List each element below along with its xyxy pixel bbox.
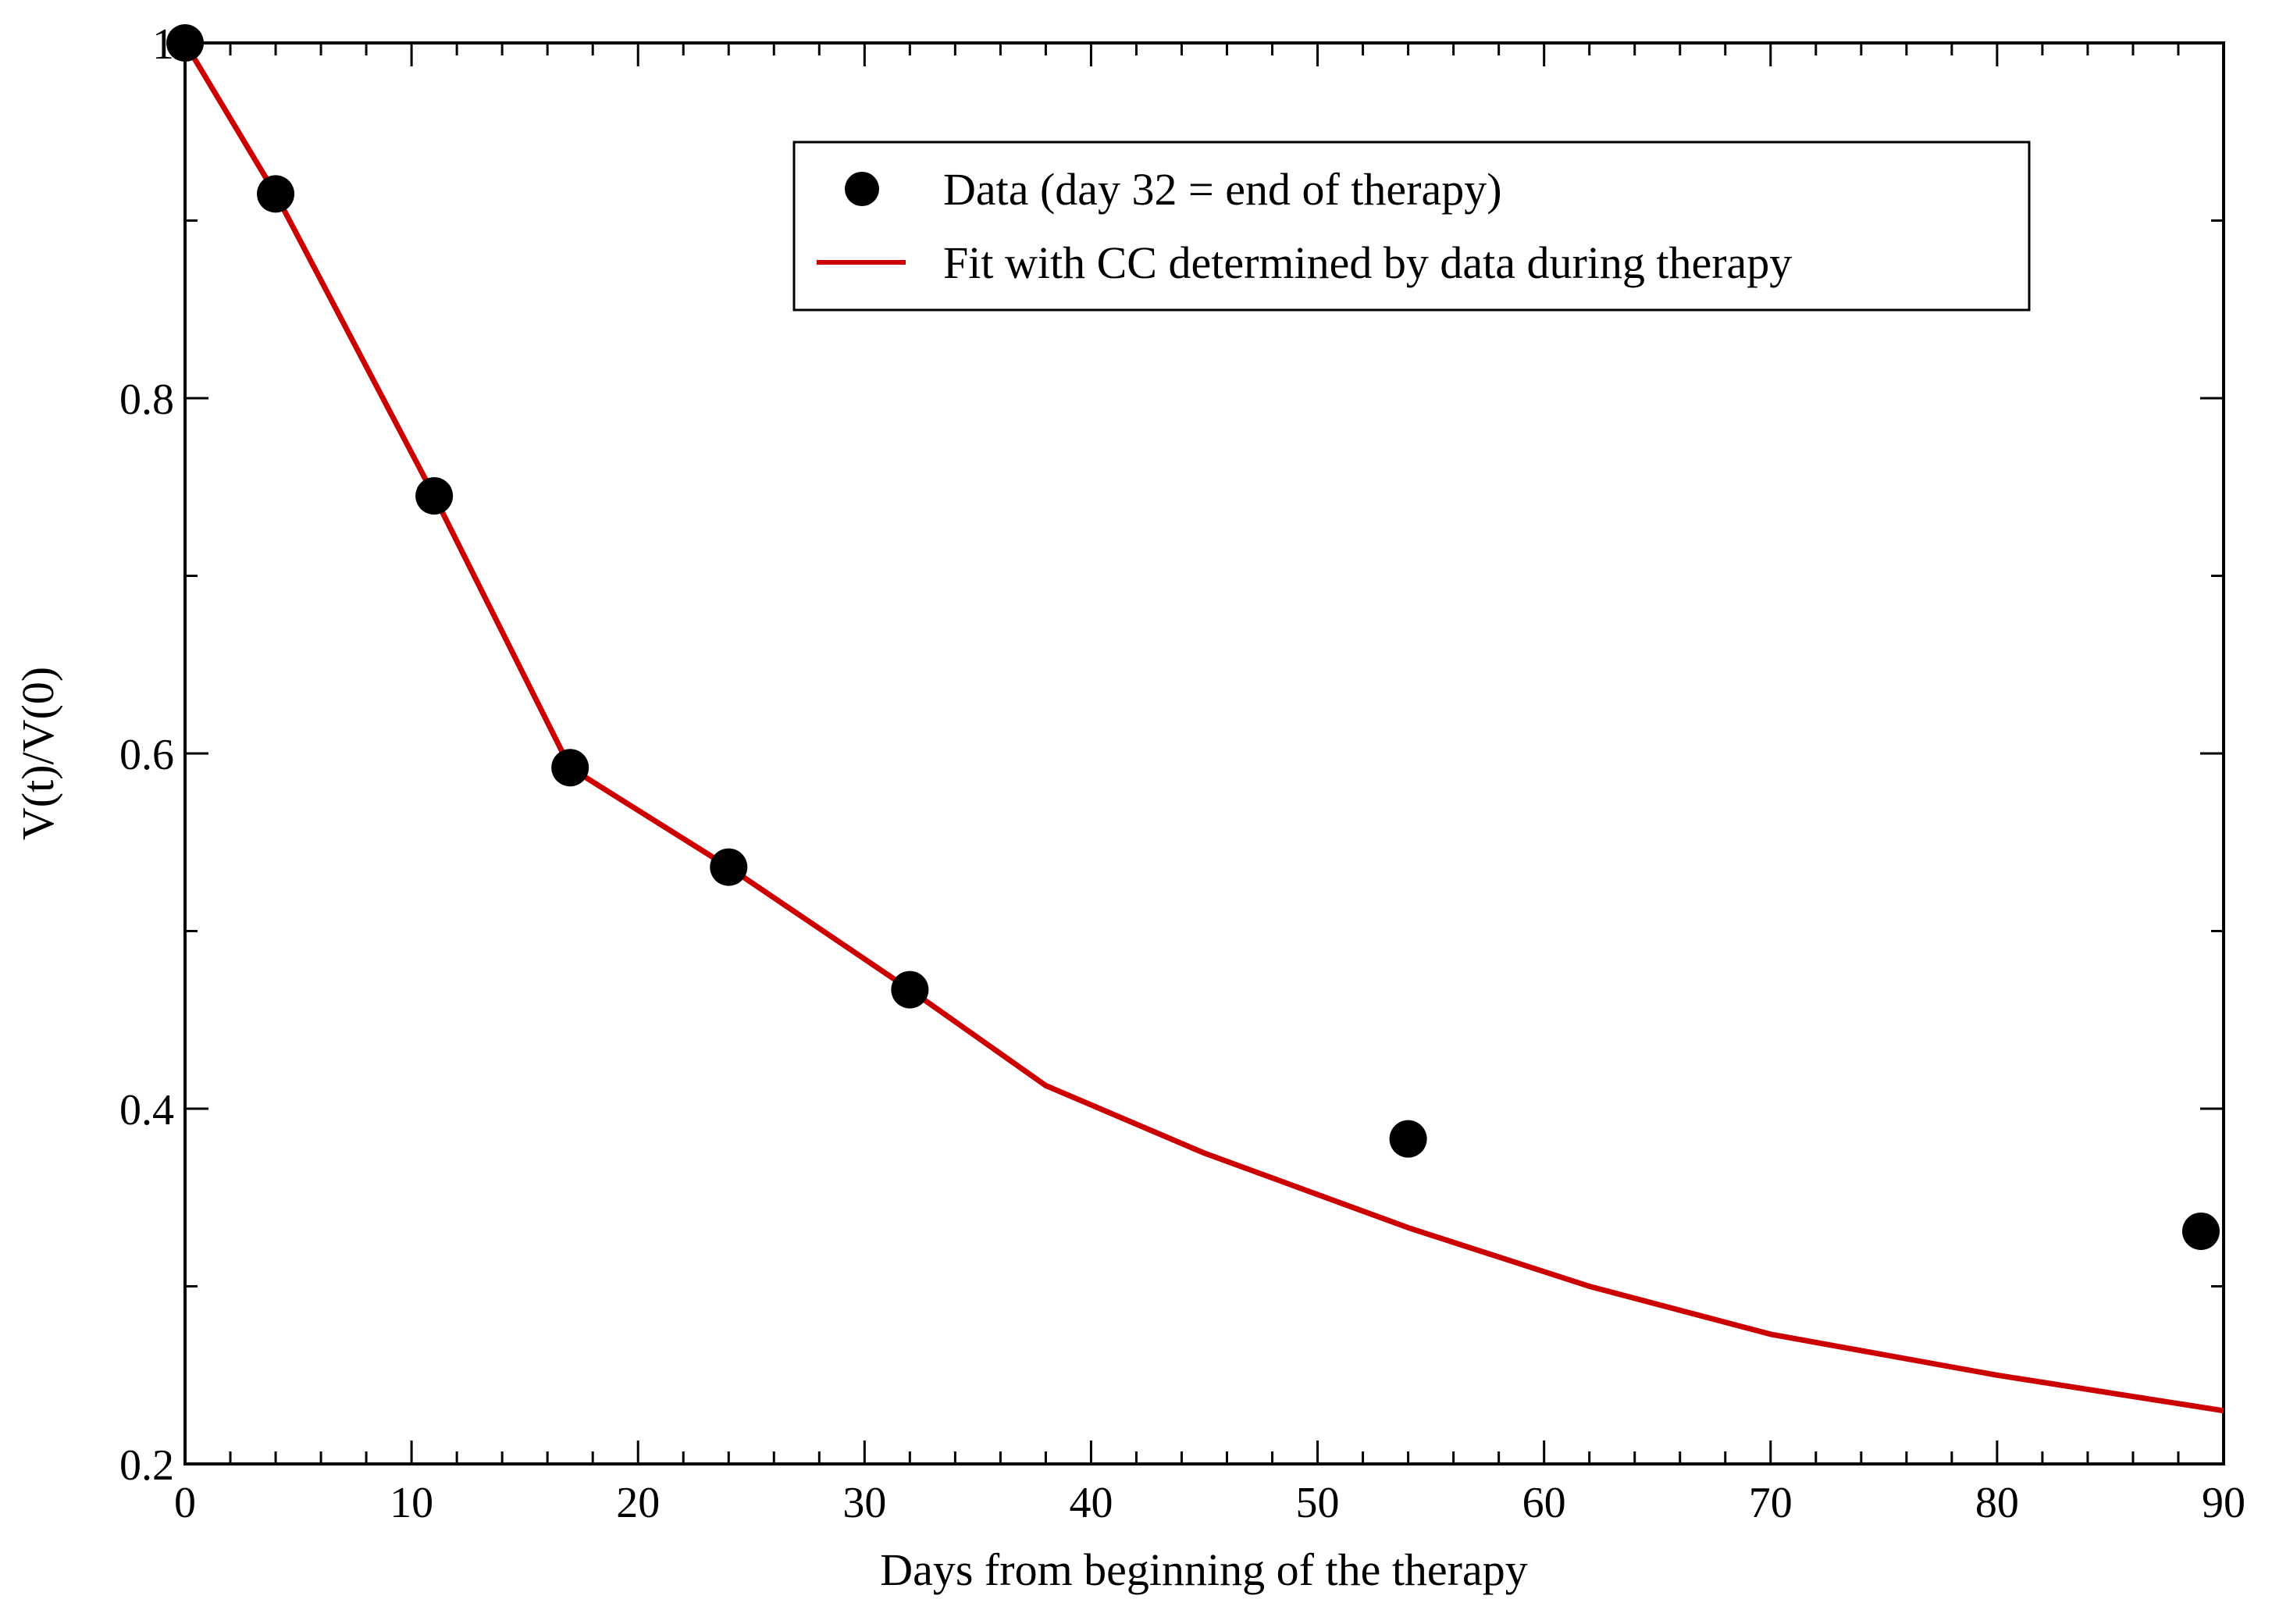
data-point <box>257 175 295 213</box>
x-tick-label: 90 <box>2202 1479 2245 1527</box>
data-point <box>166 24 204 62</box>
x-tick-label: 40 <box>1069 1479 1113 1527</box>
y-tick-label: 0.2 <box>119 1441 174 1490</box>
data-point <box>891 970 929 1009</box>
legend-marker-data <box>845 172 879 206</box>
data-point <box>551 749 589 787</box>
x-tick-label: 10 <box>390 1479 433 1527</box>
x-tick-label: 30 <box>842 1479 886 1527</box>
y-tick-label: 0.8 <box>119 376 174 424</box>
x-tick-label: 80 <box>1975 1479 2019 1527</box>
legend-box <box>792 141 2031 312</box>
data-point <box>1389 1120 1427 1158</box>
axis-ticks: 0 10 20 30 40 50 60 70 80 900.20.40.60.81 <box>119 20 2245 1527</box>
legend-label-data: Data (day 32 = end of therapy) <box>943 164 1502 215</box>
x-tick-label: 20 <box>616 1479 660 1527</box>
data-point <box>415 477 454 515</box>
legend-label-fit: Fit with CC determined by data during th… <box>943 237 1792 288</box>
x-tick-label: 70 <box>1749 1479 1793 1527</box>
x-tick-label: 60 <box>1522 1479 1566 1527</box>
y-tick-label: 0.6 <box>119 731 174 779</box>
x-axis-title: Days from beginning of the therapy <box>880 1544 1528 1595</box>
legend: Data (day 32 = end of therapy) Fit with … <box>792 141 2031 312</box>
x-tick-label: 50 <box>1296 1479 1340 1527</box>
y-tick-label: 0.4 <box>119 1086 174 1134</box>
data-point <box>710 848 748 886</box>
data-point <box>2181 1212 2220 1250</box>
x-tick-label: 0 <box>174 1479 196 1527</box>
y-axis-title: V(t)/V(0) <box>12 667 63 840</box>
data-points-group <box>166 24 2220 1250</box>
